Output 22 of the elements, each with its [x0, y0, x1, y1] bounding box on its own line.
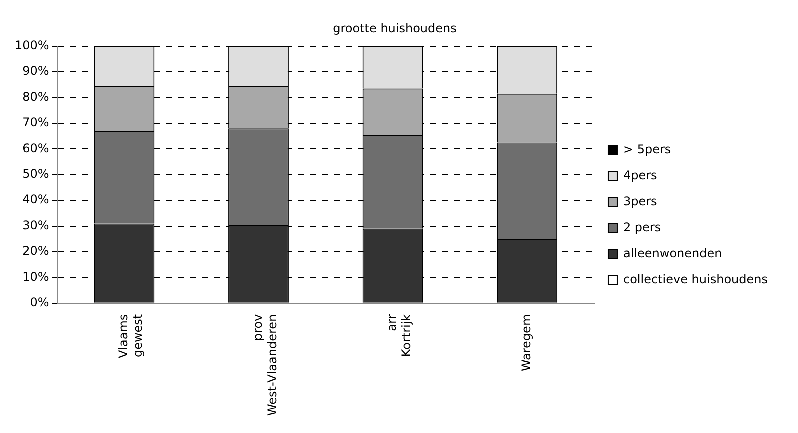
x-tick-label: prov West-Vlaanderen: [250, 314, 280, 416]
x-tick-label: arr Kortrijk: [385, 314, 414, 358]
y-tick-label: 60%: [22, 141, 50, 156]
y-tick-label: 80%: [22, 90, 50, 104]
x-tick-label: Waregem: [519, 314, 534, 372]
legend-label: collectieve huishoudens: [623, 272, 768, 287]
y-tick-label: 20%: [22, 244, 50, 258]
y-tick-label: 10%: [22, 270, 50, 284]
y-tick-label: 50%: [22, 167, 50, 182]
chart-title: grootte huishoudens: [333, 21, 457, 36]
legend-label: 4pers: [623, 168, 658, 183]
legend-label: > 5pers: [623, 142, 672, 157]
y-tick-label: 100%: [14, 38, 50, 53]
y-tick-label: 40%: [22, 192, 50, 207]
legend-label: alleenwonenden: [623, 246, 722, 261]
legend-label: 3pers: [623, 194, 658, 209]
x-tick-label: Vlaams gewest: [116, 314, 145, 359]
y-tick-label: 0%: [30, 295, 50, 310]
y-tick-label: 90%: [22, 64, 50, 78]
y-tick-label: 30%: [22, 218, 50, 232]
y-tick-label: 70%: [22, 116, 50, 130]
legend-label: 2 pers: [623, 220, 662, 235]
